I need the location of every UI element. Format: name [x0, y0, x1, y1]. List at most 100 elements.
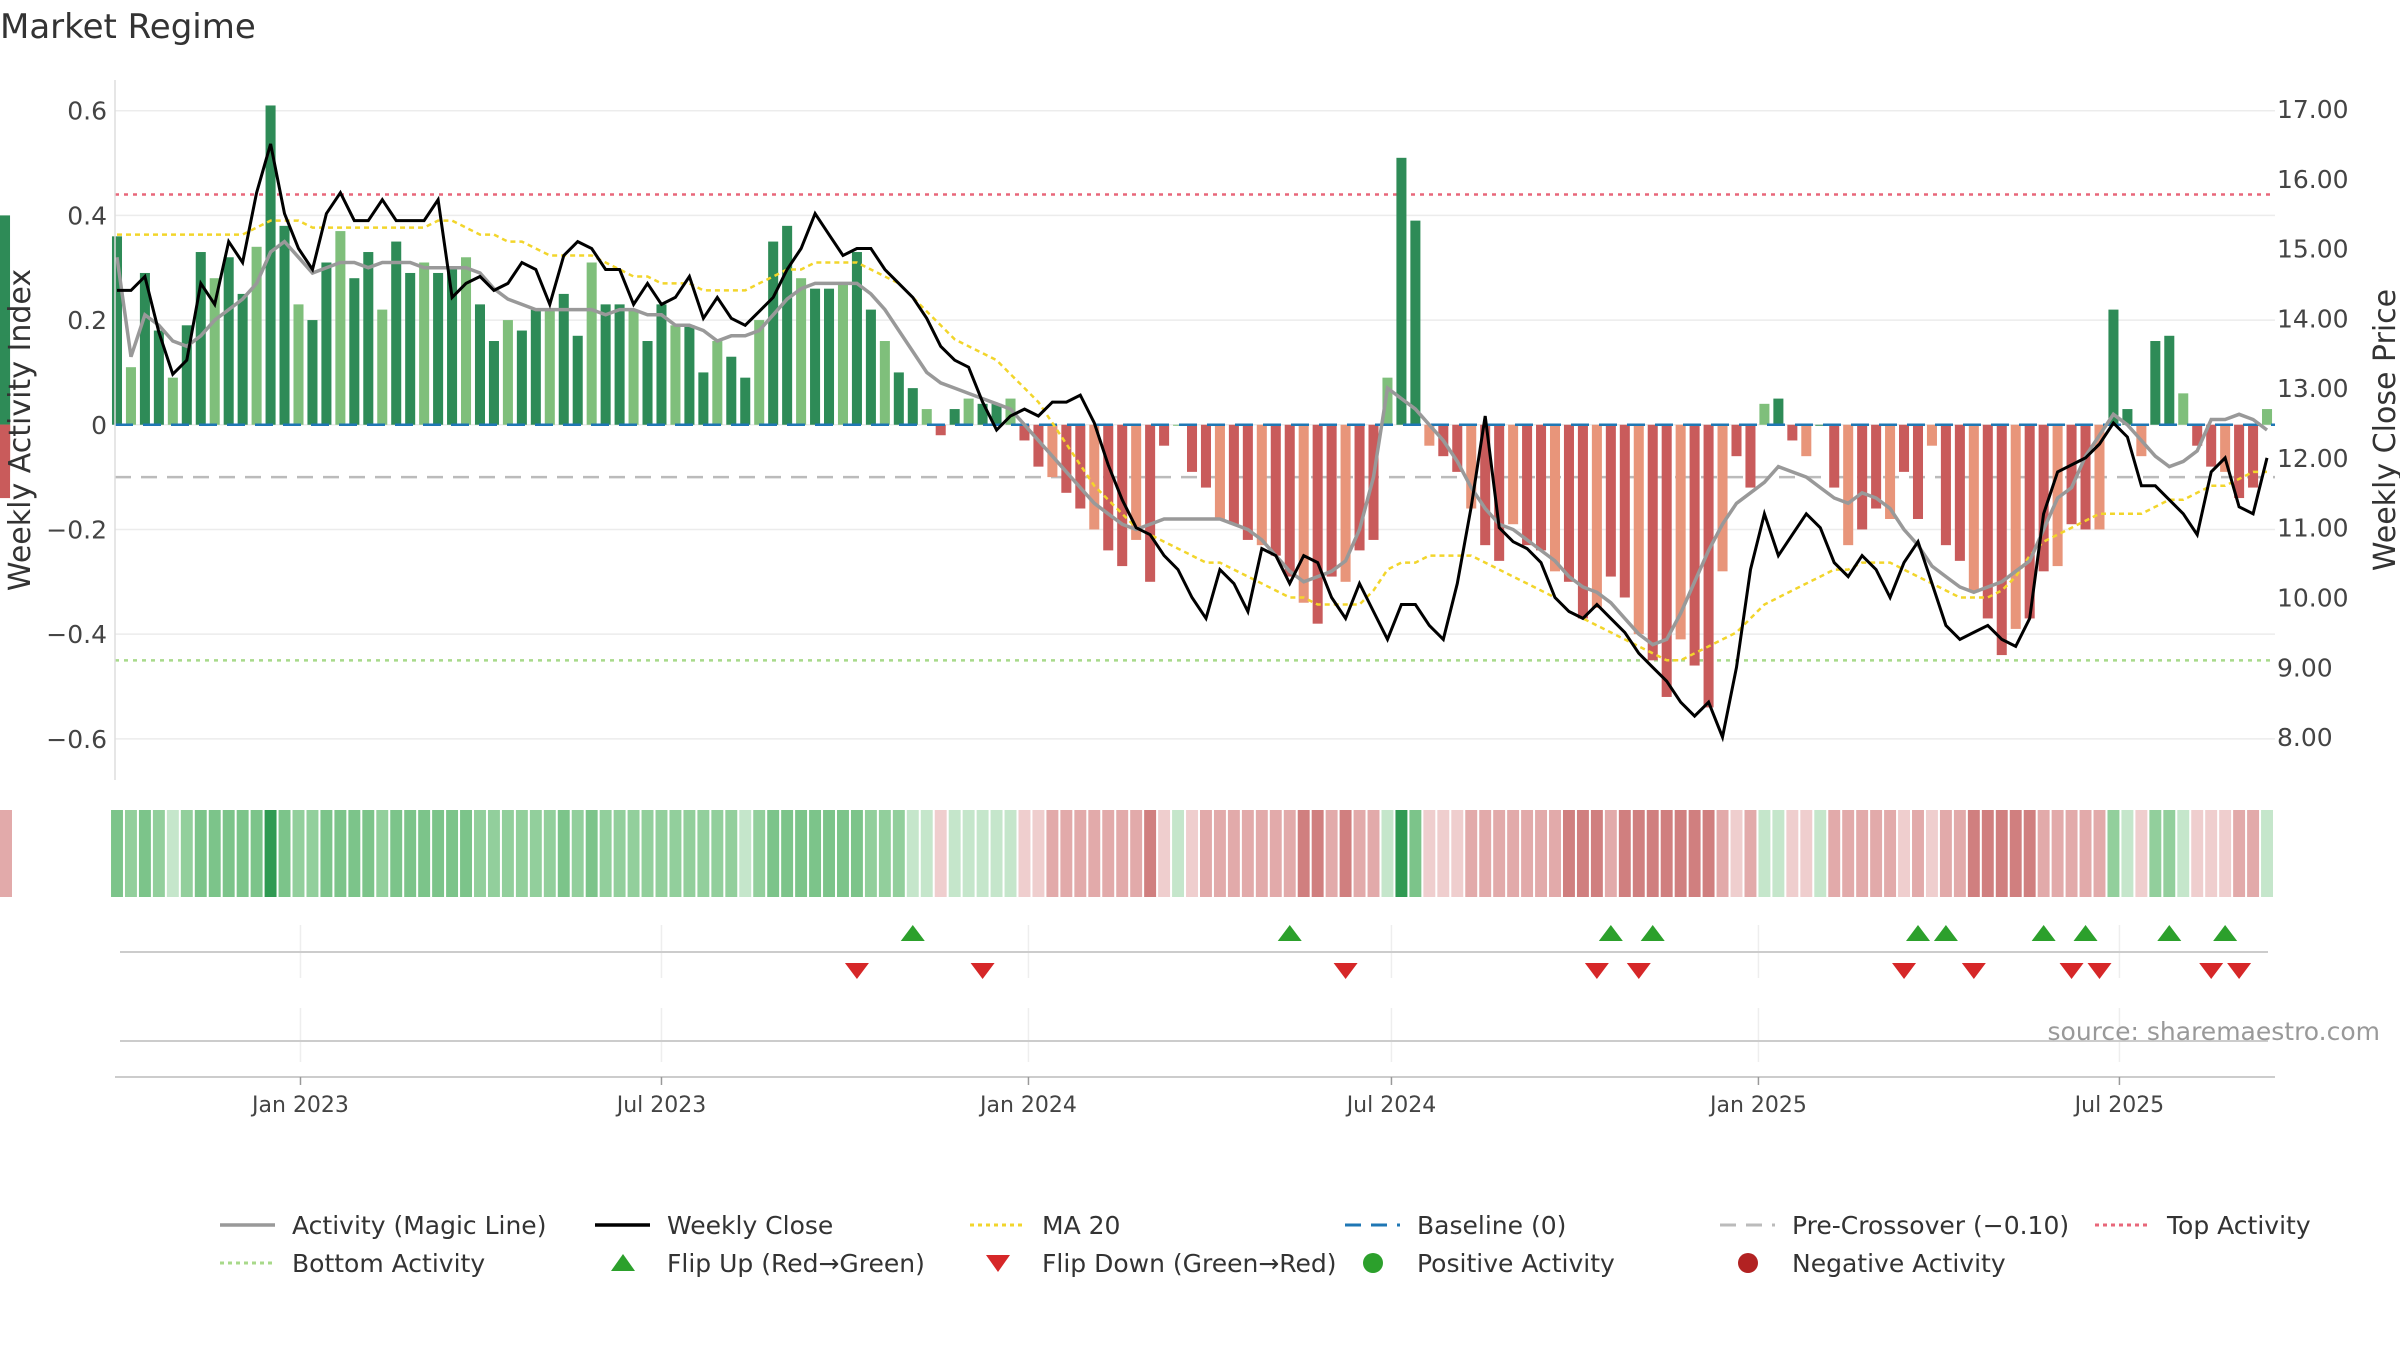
regime-cell [1367, 810, 1380, 897]
regime-cell [1046, 810, 1059, 897]
activity-bar [1689, 424, 1700, 666]
regime-cell [1730, 810, 1743, 897]
y-tick-label-right: 14.00 [2277, 304, 2349, 333]
regime-cell [1479, 810, 1492, 897]
legend-label: Activity (Magic Line) [292, 1211, 546, 1240]
regime-cell [2065, 810, 2078, 897]
x-tick-label: Jul 2024 [1345, 1093, 1437, 1118]
regime-cell [418, 810, 431, 897]
regime-cell [543, 810, 556, 897]
activity-bar [1731, 424, 1742, 457]
flip-up-marker [2031, 925, 2056, 941]
regime-cell [1604, 810, 1617, 897]
activity-bar [1396, 157, 1407, 425]
activity-bar [991, 403, 1002, 425]
activity-bar [2080, 424, 2091, 530]
activity-bar [1940, 424, 1951, 546]
regime-cell [1828, 810, 1841, 897]
activity-bar [1996, 424, 2007, 656]
regime-cell [2135, 810, 2148, 897]
activity-bar [1214, 424, 1225, 519]
activity-bar [1019, 424, 1030, 441]
activity-bar [823, 288, 835, 425]
activity-bar [349, 278, 360, 425]
activity-bar [544, 309, 555, 425]
regime-cell [948, 810, 961, 897]
activity-bar [2206, 424, 2217, 467]
activity-bar [237, 293, 248, 425]
regime-cell [1870, 810, 1883, 897]
activity-bar [1340, 424, 1351, 582]
y-axis-label-left: Weekly Activity Index [3, 269, 38, 591]
activity-bar [1703, 424, 1714, 708]
activity-bar [419, 262, 430, 425]
activity-bar [1912, 424, 1924, 519]
regime-strip [0, 810, 2273, 897]
activity-bar [1173, 424, 1184, 426]
activity-bar [2094, 424, 2105, 530]
regime-cell [1325, 810, 1338, 897]
regime-cell [474, 810, 486, 897]
regime-cell [2205, 810, 2218, 897]
activity-bar [2122, 409, 2133, 425]
regime-cell [1898, 810, 1910, 897]
activity-bar [2192, 424, 2203, 446]
activity-bar [1619, 424, 1630, 598]
regime-cell [767, 810, 780, 897]
activity-bar [488, 341, 499, 425]
regime-cell [1786, 810, 1799, 897]
y-tick-label-right: 9.00 [2277, 653, 2333, 682]
regime-cell [2093, 810, 2106, 897]
regime-cell [222, 810, 235, 897]
activity-bar [1577, 424, 1588, 619]
activity-bars [0, 105, 2275, 708]
activity-bar [433, 272, 444, 425]
activity-bar [1354, 424, 1365, 551]
activity-bar [139, 272, 150, 425]
regime-cell [1409, 810, 1422, 897]
activity-bar [865, 309, 876, 425]
regime-cell [1395, 810, 1408, 897]
y-tick-label-left: 0.6 [67, 97, 107, 126]
regime-cell [1660, 810, 1673, 897]
regime-cell [1842, 810, 1855, 897]
activity-bar [181, 325, 192, 425]
regime-cell [1549, 810, 1561, 897]
regime-cell [166, 810, 179, 897]
legend-triangle-down-swatch [986, 1255, 1010, 1272]
activity-bar [1033, 424, 1044, 467]
activity-bar [2010, 424, 2021, 629]
regime-cell [878, 810, 891, 897]
regime-cell [1465, 810, 1478, 897]
regime-cell [781, 810, 794, 897]
activity-bar [335, 231, 346, 425]
ma20-line [117, 219, 2267, 662]
regime-cell [152, 810, 165, 897]
regime-cell [1353, 810, 1366, 897]
legend-label: Positive Activity [1417, 1249, 1615, 1278]
x-tick-label: Jan 2024 [978, 1093, 1077, 1118]
activity-bar [111, 236, 123, 425]
regime-cell [460, 810, 472, 897]
activity-bar [1563, 424, 1574, 582]
activity-bar [1466, 424, 1477, 509]
regime-cell [1702, 810, 1715, 897]
x-tick-label: Jan 2025 [1708, 1093, 1807, 1118]
regime-cell [920, 810, 933, 897]
legend-item: Top Activity [2095, 1211, 2311, 1240]
activity-bar [1424, 424, 1435, 446]
activity-bar [1591, 424, 1602, 608]
y-axis-right: 17.00 16.00 15.00 14.00 13.00 12.00 11.00 10.00… [2277, 95, 2349, 752]
regime-cell [683, 810, 696, 897]
regime-cell [1255, 810, 1268, 897]
regime-cell [1423, 810, 1436, 897]
legend-swatch [1363, 1253, 1383, 1273]
legend-item: Activity (Magic Line) [220, 1211, 546, 1240]
regime-cell [306, 810, 319, 897]
regime-cell [1200, 810, 1212, 897]
activity-bar [949, 409, 960, 425]
regime-cell [320, 810, 333, 897]
legend-label: Baseline (0) [1417, 1211, 1566, 1240]
activity-bar [516, 330, 527, 425]
